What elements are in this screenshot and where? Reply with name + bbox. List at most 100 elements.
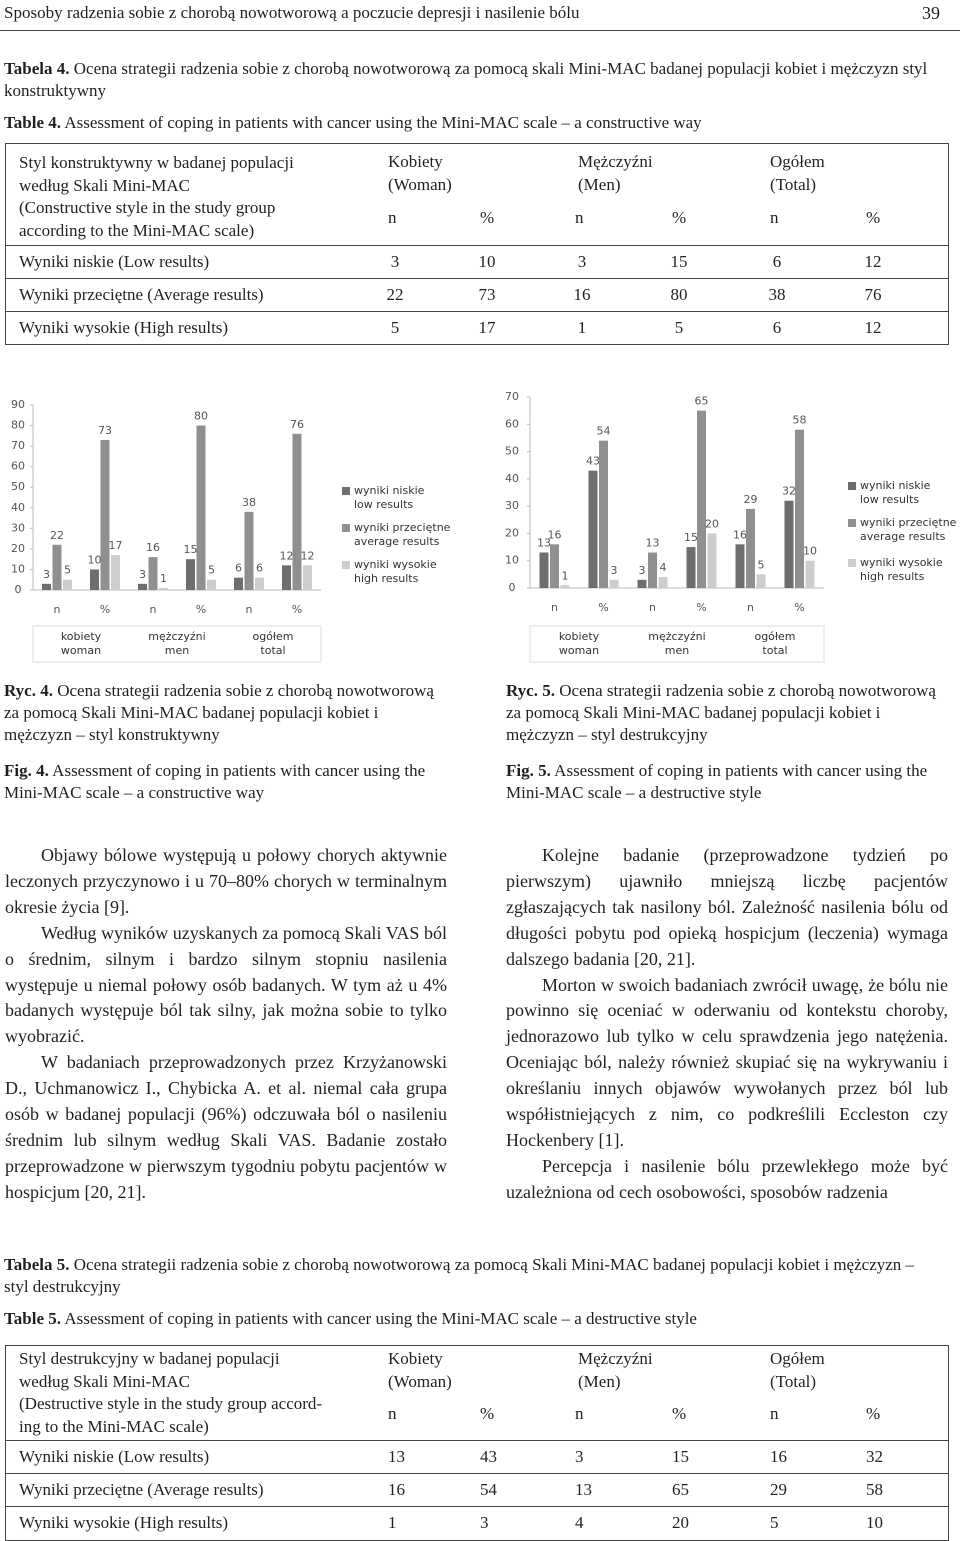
sub-header: % xyxy=(672,1404,687,1423)
y-tick-label: 70 xyxy=(505,390,519,403)
value-label: 6 xyxy=(256,562,263,575)
x-tick-label: % xyxy=(598,601,608,614)
legend-swatch xyxy=(848,519,856,527)
value-label: 16 xyxy=(548,528,562,541)
cell: 12 xyxy=(864,317,882,337)
group-header: (Woman) xyxy=(388,175,452,194)
row-rule xyxy=(5,1506,948,1507)
group-box xyxy=(32,625,322,663)
text-column: Objawy bólowe występują u połowy chorych… xyxy=(5,843,447,1206)
paragraph: Według wyników uzyskanych za pomocą Skal… xyxy=(5,922,447,1047)
bar xyxy=(795,429,804,588)
header-rule xyxy=(0,30,960,31)
figure-caption-en: Fig. 5. Assessment of coping in patients… xyxy=(506,760,946,804)
legend-label: low results xyxy=(354,498,413,511)
figure-label-en: Fig. 4. xyxy=(4,761,49,780)
value-label: 1 xyxy=(562,569,569,582)
cell: 15 xyxy=(670,251,688,271)
group-label: ogółem xyxy=(754,630,795,643)
cell: 12 xyxy=(864,251,882,271)
cell: 54 xyxy=(480,1479,497,1499)
cell: 5 xyxy=(390,317,400,337)
header-cell: według Skali Mini-MAC xyxy=(19,175,190,195)
caption-text-en: Assessment of coping in patients with ca… xyxy=(4,761,426,802)
group-label: mężczyźni xyxy=(648,630,705,643)
x-tick-label: n xyxy=(246,603,253,616)
figure-label-en: Fig. 5. xyxy=(506,761,551,780)
x-tick-label: % xyxy=(196,603,206,616)
cell: 1 xyxy=(577,317,587,337)
cell: 10 xyxy=(866,1512,883,1532)
bar xyxy=(186,559,195,590)
header-cell: według Skali Mini-MAC xyxy=(19,1371,190,1391)
value-label: 22 xyxy=(50,529,64,542)
bar xyxy=(255,577,264,590)
row-rule xyxy=(5,1473,948,1474)
row-rule xyxy=(5,311,948,312)
group-header: (Men) xyxy=(578,175,621,194)
value-label: 38 xyxy=(242,496,256,509)
legend-swatch xyxy=(342,524,350,532)
bar xyxy=(588,470,598,588)
value-label: 5 xyxy=(64,564,71,577)
cell: 13 xyxy=(388,1446,405,1466)
cell: 80 xyxy=(670,284,688,304)
value-label: 1 xyxy=(160,572,167,585)
legend-label: average results xyxy=(354,535,440,548)
value-label: 73 xyxy=(98,424,112,437)
bar xyxy=(234,577,243,590)
cell: 5 xyxy=(770,1512,779,1532)
legend-label: wyniki wysokie xyxy=(860,556,943,569)
bar xyxy=(100,439,110,590)
group-label: men xyxy=(665,644,689,657)
cell: 6 xyxy=(772,317,782,337)
value-label: 15 xyxy=(684,531,698,544)
value-label: 15 xyxy=(184,543,198,556)
header-cell: according to the Mini-MAC scale) xyxy=(19,220,255,240)
cell: 16 xyxy=(770,1446,787,1466)
cell: 3 xyxy=(577,251,587,271)
bar xyxy=(658,577,668,588)
bar xyxy=(539,552,549,588)
sub-header: n xyxy=(575,1404,584,1423)
sub-header: % xyxy=(672,208,687,227)
cell: 29 xyxy=(770,1479,787,1499)
x-tick-label: n xyxy=(54,603,61,616)
group-header: Ogółem xyxy=(770,1349,825,1368)
caption-text-en: Assessment of coping in patients with ca… xyxy=(506,761,928,802)
group-label: woman xyxy=(61,644,101,657)
y-tick-label: 80 xyxy=(11,419,25,432)
value-label: 3 xyxy=(611,564,618,577)
group-label: mężczyźni xyxy=(148,630,205,643)
value-label: 3 xyxy=(139,568,146,581)
value-label: 80 xyxy=(194,410,208,423)
legend-label: wyniki przeciętne xyxy=(354,521,451,534)
x-tick-label: n xyxy=(747,601,754,614)
row-rule xyxy=(5,245,948,246)
group-label: ogółem xyxy=(252,630,293,643)
cell: 32 xyxy=(866,1446,883,1466)
value-label: 4 xyxy=(660,561,667,574)
row-label: Wyniki wysokie (High results) xyxy=(19,1512,229,1532)
cell: 4 xyxy=(575,1512,584,1532)
cell: 1 xyxy=(388,1512,397,1532)
y-tick-label: 10 xyxy=(11,562,25,575)
value-label: 58 xyxy=(793,414,807,427)
cell: 38 xyxy=(768,284,786,304)
sub-header: % xyxy=(866,208,881,227)
x-tick-label: % xyxy=(292,603,302,616)
y-tick-label: 0 xyxy=(509,581,516,594)
row-label: Wyniki niskie (Low results) xyxy=(19,251,210,271)
bar xyxy=(148,557,158,590)
sub-header: n xyxy=(770,1404,779,1423)
value-label: 29 xyxy=(744,493,758,506)
legend-swatch xyxy=(848,482,856,490)
header-cell: (Constructive style in the study group xyxy=(19,198,276,217)
value-label: 20 xyxy=(705,517,719,530)
sub-header: % xyxy=(480,208,495,227)
value-label: 3 xyxy=(639,564,646,577)
row-label: Wyniki przeciętne (Average results) xyxy=(19,284,264,304)
cell: 6 xyxy=(772,251,782,271)
group-label: total xyxy=(260,644,285,657)
bar xyxy=(756,574,766,588)
